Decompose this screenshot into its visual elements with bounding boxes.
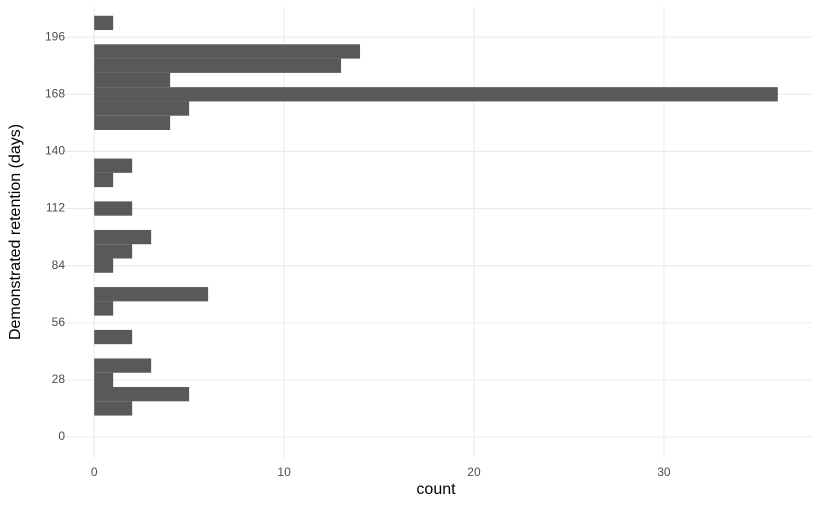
y-axis-title: Demonstrated retention (days) bbox=[7, 124, 24, 340]
bar bbox=[94, 287, 209, 302]
y-tick-label: 56 bbox=[52, 315, 66, 329]
bar bbox=[94, 301, 114, 316]
x-tick-label: 30 bbox=[657, 465, 671, 479]
y-tick-label: 196 bbox=[45, 29, 65, 43]
bar bbox=[94, 329, 133, 345]
bar bbox=[94, 372, 114, 388]
x-tick-label: 0 bbox=[91, 465, 98, 479]
bar bbox=[94, 229, 152, 245]
bar bbox=[94, 387, 190, 402]
y-tick-label: 84 bbox=[52, 258, 66, 272]
bar bbox=[94, 258, 114, 273]
bar bbox=[94, 58, 342, 73]
bar bbox=[94, 358, 152, 373]
bar bbox=[94, 401, 133, 416]
bar bbox=[94, 158, 133, 173]
bar bbox=[94, 244, 133, 259]
bar bbox=[94, 101, 190, 116]
y-tick-label: 168 bbox=[45, 86, 65, 100]
x-axis-title: count bbox=[416, 481, 456, 498]
x-tick-label: 10 bbox=[277, 465, 291, 479]
bar bbox=[94, 115, 171, 130]
y-tick-label: 140 bbox=[45, 144, 65, 158]
y-tick-label: 28 bbox=[52, 372, 66, 386]
bar bbox=[94, 172, 114, 188]
y-tick-label: 112 bbox=[46, 201, 65, 215]
bar bbox=[94, 44, 361, 59]
bar bbox=[94, 201, 133, 216]
y-tick-label: 0 bbox=[58, 429, 65, 443]
bar bbox=[94, 15, 114, 31]
bar bbox=[94, 72, 171, 88]
x-tick-label: 20 bbox=[467, 465, 481, 479]
bar bbox=[94, 87, 778, 102]
